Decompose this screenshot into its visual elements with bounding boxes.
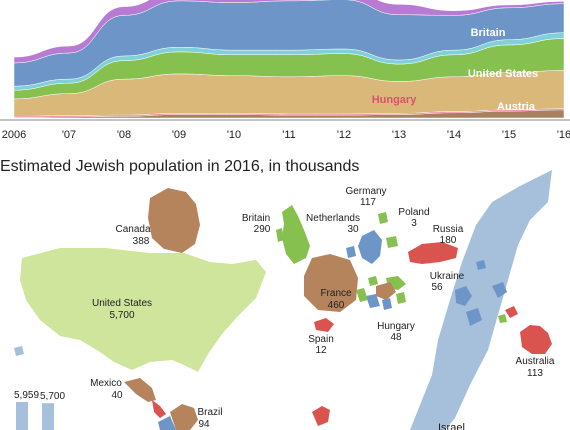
mexico-shape bbox=[124, 378, 156, 402]
ireland-shape bbox=[276, 228, 284, 242]
spain-name: Spain bbox=[308, 334, 334, 345]
x-tick-label: '12 bbox=[337, 129, 351, 141]
x-axis-ticks: 2006 '07 '08 '09 '10 '11 '12 '13 '14 '15 '16 bbox=[2, 129, 570, 141]
x-tick-label: '11 bbox=[282, 129, 296, 141]
comparison-bar bbox=[16, 401, 28, 430]
comparison-bar-label: 5,700 bbox=[40, 391, 65, 402]
canada-name: Canada bbox=[115, 224, 150, 235]
france-shape bbox=[304, 254, 358, 312]
comparison-bar bbox=[42, 403, 54, 430]
greece-shape bbox=[396, 292, 406, 304]
hungary-value: 48 bbox=[390, 332, 402, 343]
small-island-shape bbox=[14, 346, 24, 356]
ukraine-name: Ukraine bbox=[430, 271, 465, 282]
stream-label-united-states: United States bbox=[468, 68, 538, 80]
x-tick-label: '13 bbox=[392, 129, 406, 141]
britain-shape bbox=[282, 205, 310, 264]
united-states-name: United States bbox=[92, 298, 152, 309]
x-tick-label: '16 bbox=[557, 129, 570, 141]
x-tick-label: '14 bbox=[447, 129, 461, 141]
france-name: France bbox=[320, 288, 352, 299]
pacific-islands-shape bbox=[505, 306, 518, 318]
united-states-shape bbox=[20, 248, 266, 372]
stream-layer-6 bbox=[13, 0, 565, 64]
islands-shape bbox=[455, 260, 507, 326]
x-tick-label: '08 bbox=[117, 129, 131, 141]
france-value: 460 bbox=[328, 300, 345, 311]
israel-label: Israel bbox=[438, 422, 465, 430]
hungary-shape bbox=[376, 282, 396, 300]
russia-value: 180 bbox=[440, 235, 457, 246]
netherlands-shape bbox=[346, 246, 356, 258]
ukraine-value: 56 bbox=[431, 282, 443, 293]
stream-chart: 2006 '07 '08 '09 '10 '11 '12 '13 '14 '15 '16 Brita… bbox=[0, 0, 570, 141]
poland-shape bbox=[386, 236, 398, 248]
united-states-value: 5,700 bbox=[109, 310, 134, 321]
italy-shape bbox=[356, 288, 368, 302]
canada-shape bbox=[148, 188, 200, 253]
x-tick-label: 2006 bbox=[2, 129, 26, 141]
israel-shape bbox=[410, 170, 552, 430]
netherlands-name: Netherlands bbox=[306, 213, 360, 224]
russia-shape bbox=[408, 242, 458, 264]
spain-shape bbox=[314, 318, 334, 332]
netherlands-value: 30 bbox=[347, 224, 359, 235]
stream-label-britain: Britain bbox=[471, 27, 506, 39]
czech-shape bbox=[368, 276, 378, 286]
germany-value: 117 bbox=[360, 197, 376, 208]
pacific-islands-2-shape bbox=[498, 314, 507, 323]
hungary-name: Hungary bbox=[377, 321, 415, 332]
map-title: Estimated Jewish population in 2016, in … bbox=[0, 158, 360, 175]
stream-layers bbox=[13, 0, 565, 119]
brazil-value: 94 bbox=[198, 419, 210, 430]
x-tick-label: '07 bbox=[62, 129, 76, 141]
comparison-bar-label: 5,959 bbox=[14, 390, 39, 401]
russia-name: Russia bbox=[433, 224, 464, 235]
australia-shape bbox=[520, 325, 552, 354]
canada-value: 388 bbox=[133, 236, 150, 247]
baltics-shape bbox=[378, 212, 388, 224]
brazil-name: Brazil bbox=[197, 407, 222, 418]
x-tick-label: '10 bbox=[227, 129, 241, 141]
poland-name: Poland bbox=[398, 207, 429, 218]
germany-shape bbox=[358, 230, 382, 264]
x-tick-label: '09 bbox=[172, 129, 186, 141]
comparison-bars: 5,959 5,700 bbox=[14, 390, 65, 430]
britain-name: Britain bbox=[242, 213, 270, 224]
brazil-shape bbox=[170, 404, 198, 430]
south-africa-shape bbox=[312, 406, 330, 426]
south-america-shape bbox=[158, 416, 176, 430]
poland-value: 3 bbox=[411, 218, 417, 229]
spain-value: 12 bbox=[315, 345, 327, 356]
world-map: Israel Australia 113 Canada 388 United S… bbox=[14, 170, 555, 430]
germany-name: Germany bbox=[345, 186, 386, 197]
central-america-shape bbox=[152, 400, 166, 418]
mexico-value: 40 bbox=[111, 390, 123, 401]
australia-value: 113 bbox=[527, 368, 543, 379]
balkans-shape bbox=[366, 294, 392, 310]
stream-label-austria: Austria bbox=[497, 101, 536, 113]
britain-value: 290 bbox=[254, 224, 271, 235]
australia-name: Australia bbox=[516, 356, 555, 367]
stream-label-hungary: Hungary bbox=[372, 94, 418, 106]
mexico-name: Mexico bbox=[90, 378, 122, 389]
x-tick-label: '15 bbox=[502, 129, 516, 141]
